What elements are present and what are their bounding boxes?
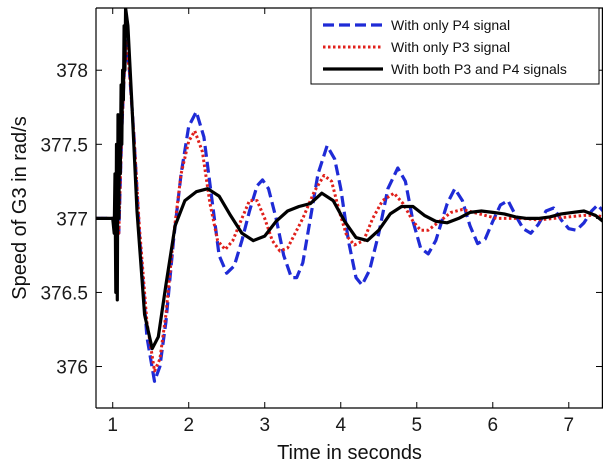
x-axis-title: Time in seconds <box>277 442 422 464</box>
legend-label-2: With only P3 signal <box>391 39 510 55</box>
y-axis-title: Speed of G3 in rad/s <box>9 116 31 299</box>
x-tick-label: 2 <box>183 415 194 436</box>
series-line-2 <box>96 39 603 373</box>
y-tick-label: 378 <box>56 61 88 82</box>
x-tick-label: 3 <box>259 415 270 436</box>
y-tick-label: 377.5 <box>40 135 88 156</box>
y-tick-label: 376.5 <box>40 283 88 304</box>
y-tick-label: 377 <box>56 209 88 230</box>
legend-label-3: With both P3 and P4 signals <box>391 61 567 77</box>
x-tick-label: 4 <box>335 415 346 436</box>
x-tick-label: 7 <box>564 415 575 436</box>
series-line-3 <box>96 8 603 351</box>
x-tick-label: 1 <box>107 415 118 436</box>
x-tick-label: 6 <box>487 415 498 436</box>
y-tick-label: 376 <box>56 358 88 379</box>
legend-label-1: With only P4 signal <box>391 17 510 33</box>
x-tick-label: 5 <box>411 415 422 436</box>
